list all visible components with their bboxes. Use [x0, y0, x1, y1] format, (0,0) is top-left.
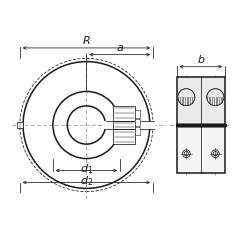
Text: d$_2$: d$_2$ [80, 174, 93, 188]
Bar [104, 121, 156, 129]
Bar [113, 106, 135, 144]
Text: R: R [82, 36, 90, 46]
Text: a: a [116, 43, 123, 53]
Wedge shape [207, 89, 224, 97]
Wedge shape [178, 89, 195, 97]
Text: d$_1$: d$_1$ [80, 162, 93, 176]
Bar [135, 110, 140, 118]
Text: b: b [197, 55, 204, 65]
Wedge shape [178, 97, 195, 106]
Bar [176, 77, 225, 125]
Circle shape [178, 89, 195, 106]
Wedge shape [207, 97, 224, 106]
Bar [113, 106, 135, 144]
Circle shape [207, 89, 224, 106]
Bar [135, 119, 140, 126]
Bar [135, 128, 140, 135]
Bar [17, 122, 23, 128]
Bar [176, 125, 225, 173]
